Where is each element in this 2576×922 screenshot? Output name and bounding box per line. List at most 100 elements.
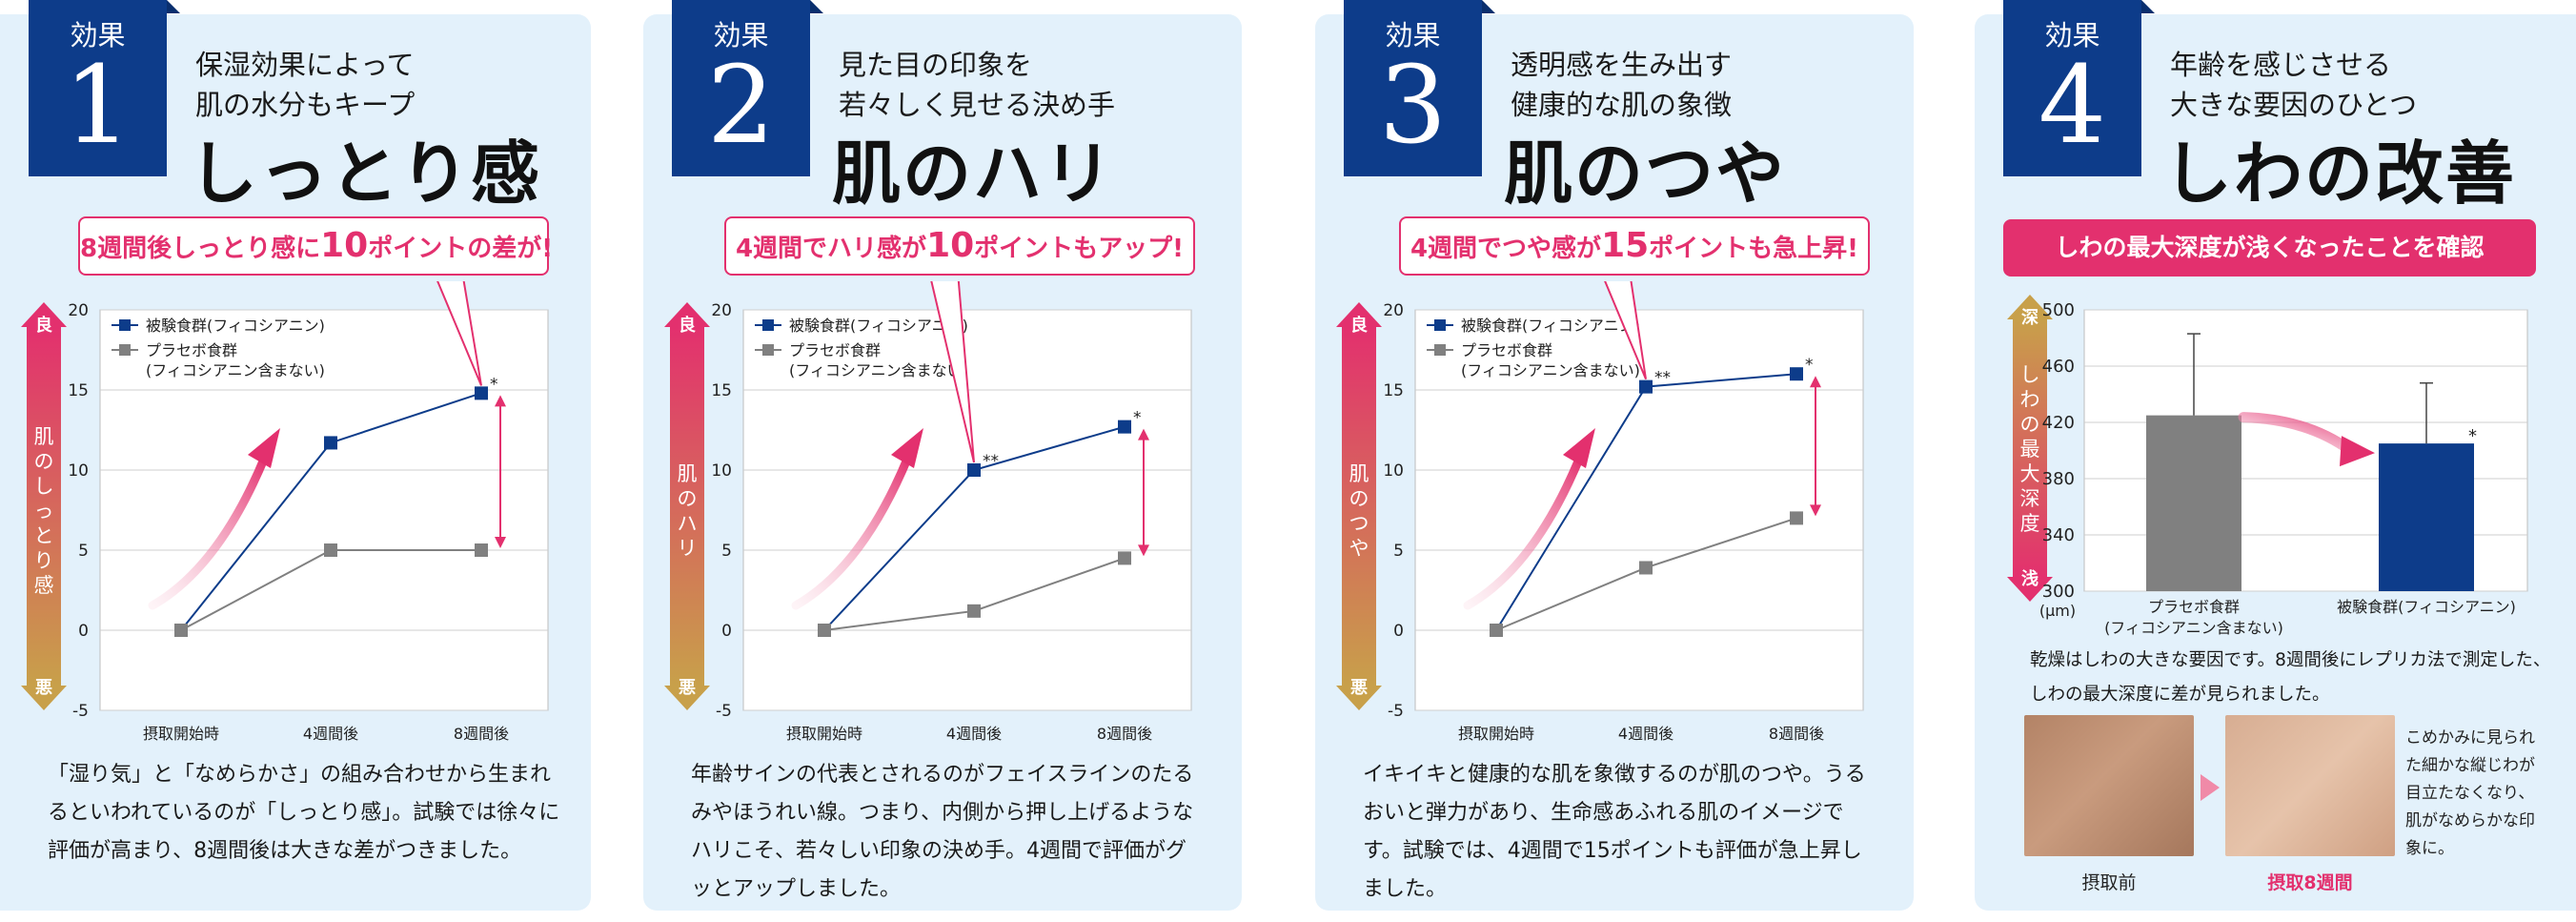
- legend-swatch: [762, 319, 774, 331]
- legend-swatch: [119, 319, 131, 331]
- rising-arrow-head-icon: [248, 428, 280, 468]
- arrow-up-icon: [495, 395, 506, 407]
- callout-number: 10: [926, 226, 975, 265]
- y-tick-label: 460: [2042, 357, 2075, 377]
- effect-badge: 効果 3: [1344, 0, 1495, 176]
- rising-arrow-head-icon: [891, 428, 923, 468]
- badge-number: 2: [706, 44, 776, 168]
- bar: [2146, 415, 2241, 591]
- arrow-down-icon: [2007, 577, 2053, 602]
- y-axis-bottom-label: 悪: [679, 678, 696, 698]
- y-tick-label: 20: [68, 301, 89, 320]
- photo-caption-after: 摂取8週間: [2267, 872, 2353, 893]
- y-tick-label: -5: [716, 702, 732, 721]
- subtitle-line: 透明感を生み出す: [1511, 49, 1733, 81]
- significance-mark: *: [1805, 356, 1814, 375]
- x-tick-label: 摂取開始時: [786, 725, 862, 743]
- y-axis-label-char: 肌: [1349, 462, 1369, 485]
- skin-photo-after: [2225, 715, 2395, 856]
- callout-box: 4週間でハリ感が10ポイントもアップ!: [724, 216, 1195, 276]
- callout-box: 8週間後しっとり感に10ポイントの差が!: [78, 216, 553, 276]
- effect-panel-2: 効果 2 見た目の印象を 若々しく見せる決め手 肌のハリ 4週間でハリ感が10ポ…: [643, 0, 1242, 911]
- legend-swatch: [1434, 319, 1446, 331]
- legend-swatch: [1434, 344, 1446, 356]
- callout-text-post: ポイントの差が!: [368, 235, 554, 263]
- callout-box: 4週間でつや感が15ポイントも急上昇!: [1399, 216, 1870, 276]
- y-tick-label: 15: [711, 381, 732, 400]
- effect-panel-4: 効果 4 年齢を感じさせる 大きな要因のひとつ しわの改善 しわの最大深度が浅く…: [1975, 0, 2576, 911]
- panel-title: 肌のハリ: [832, 133, 1115, 214]
- y-tick-label: 0: [1393, 622, 1404, 641]
- x-tick-label: 8週間後: [1769, 725, 1824, 743]
- data-point: [324, 436, 337, 450]
- arrow-up-icon: [2007, 295, 2053, 319]
- data-point: [1118, 551, 1131, 565]
- data-point: [475, 386, 488, 400]
- x-tick-label: 8週間後: [454, 725, 509, 743]
- y-axis-label-char: 深: [2020, 487, 2040, 510]
- y-axis-bottom-label: 悪: [35, 678, 52, 698]
- effect-badge: 効果 1: [29, 0, 180, 176]
- y-tick-label: 10: [1383, 461, 1404, 481]
- badge-number: 1: [63, 44, 132, 168]
- x-tick-label: 4週間後: [1618, 725, 1673, 743]
- legend-label: (フィコシアニン含まない): [146, 361, 325, 379]
- plot-area: [99, 309, 549, 711]
- y-tick-label: 420: [2042, 413, 2075, 433]
- subtitle-line: 大きな要因のひとつ: [2170, 89, 2417, 121]
- y-axis-label-char: 肌: [678, 462, 698, 485]
- arrow-up-icon: [1810, 376, 1821, 388]
- y-tick-label: 300: [2042, 582, 2075, 602]
- x-tick-label: (フィコシアニン含まない): [2104, 619, 2283, 637]
- badge-label: 効果: [2044, 19, 2100, 51]
- y-tick-label: 10: [711, 461, 732, 481]
- legend-label: 被験食群(フィコシアニン): [789, 317, 968, 335]
- callout-text-pre: 8週間後しっとり感に: [80, 235, 321, 263]
- panel-description: 「湿り気」と「なめらかさ」の組み合わせから生まれるといわれているのが「しっとり感…: [48, 763, 560, 863]
- y-tick-label: 380: [2042, 469, 2075, 489]
- legend-label: 被験食群(フィコシアニン): [146, 317, 325, 335]
- y-axis-top-label: 良: [679, 315, 696, 336]
- badge-label: 効果: [713, 19, 769, 51]
- panel-subtitle: 年齢を感じさせる 大きな要因のひとつ: [2170, 45, 2417, 125]
- arrow-down-icon: [21, 686, 67, 710]
- y-axis-unit: (μm): [2039, 602, 2076, 620]
- legend-label: (フィコシアニン含まない): [789, 361, 968, 379]
- effect-badge: 効果 4: [2003, 0, 2155, 176]
- significance-mark: *: [1133, 409, 1142, 428]
- y-tick-label: 5: [78, 542, 89, 561]
- y-axis-scale-bar: [2013, 319, 2047, 577]
- y-tick-label: -5: [1388, 702, 1404, 721]
- callout-pointer: [930, 281, 975, 463]
- y-axis-bottom-label: 悪: [1350, 678, 1368, 698]
- y-axis-label-char: 肌: [34, 425, 54, 448]
- x-tick-label: 摂取開始時: [143, 725, 219, 743]
- badge-number: 3: [1378, 44, 1448, 168]
- y-tick-label: -5: [72, 702, 89, 721]
- callout-pointer: [1604, 281, 1647, 380]
- callout-text-post: ポイントもアップ!: [974, 235, 1185, 263]
- y-axis-label-char: わ: [2020, 388, 2040, 411]
- data-point: [967, 463, 981, 477]
- panel-title: 肌のつや: [1504, 133, 1787, 214]
- subtitle-line: 年齢を感じさせる: [2170, 49, 2392, 81]
- arrow-down-icon: [495, 537, 506, 548]
- effect-badge: 効果 2: [672, 0, 823, 176]
- arrow-down-icon: [664, 686, 710, 710]
- data-point: [1118, 420, 1131, 434]
- data-point: [1639, 379, 1653, 394]
- y-axis-scale-bar: [27, 327, 61, 686]
- y-tick-label: 5: [721, 542, 732, 561]
- x-tick-label: 被験食群(フィコシアニン): [2337, 598, 2516, 616]
- arrow-up-icon: [21, 302, 67, 327]
- rising-arrow-head-icon: [1563, 428, 1595, 468]
- y-axis-label-char: し: [2020, 363, 2040, 386]
- arrow-icon: [2201, 774, 2220, 801]
- data-point: [324, 543, 337, 557]
- panel-title: しっとり感: [189, 133, 542, 214]
- panel-subtitle: 透明感を生み出す 健康的な肌の象徴: [1511, 45, 1732, 125]
- data-point: [1790, 367, 1803, 381]
- photo-note: こめかみに見られた細かな縦じわが目立たなくなり、肌がなめらかな印象に。: [2405, 728, 2535, 858]
